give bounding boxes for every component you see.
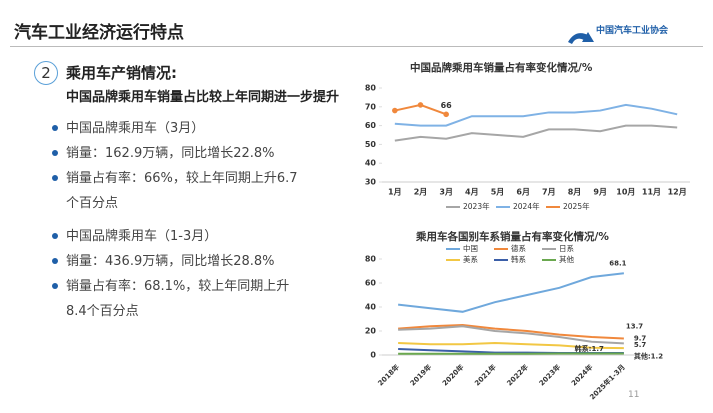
y-tick-label: 0 <box>370 351 376 360</box>
logo-text: 中国汽车工业协会 <box>596 26 669 36</box>
y-tick-label: 80 <box>365 84 377 93</box>
header-rule <box>10 46 703 47</box>
x-tick-label: 2月 <box>414 188 428 197</box>
bullet: 中国品牌乘用车（1-3月） <box>52 224 302 249</box>
x-tick-label: 8月 <box>568 188 582 197</box>
x-tick-label: 3月 <box>439 188 453 197</box>
x-tick-label: 2018年 <box>376 362 401 387</box>
value-label: 其他:1.2 <box>634 352 663 361</box>
value-label: 5.7 <box>634 341 647 349</box>
legend-label: 2024年 <box>513 201 540 211</box>
legend-label: 2025年 <box>563 201 590 211</box>
x-tick-label: 2022年 <box>505 362 530 387</box>
bullet-text: 销量：436.9万辆，同比增长28.8% <box>66 254 275 269</box>
series-line <box>398 341 624 350</box>
x-tick-label: 6月 <box>516 188 530 197</box>
bullet: 销量：436.9万辆，同比增长28.8% <box>52 249 302 274</box>
point <box>443 111 449 118</box>
chart-title: 中国品牌乘用车销量占有率变化情况/% <box>410 61 593 74</box>
section-subtitle: 中国品牌乘用车销量占比较上年同期进一步提升 <box>66 90 340 105</box>
logo-icon <box>568 32 594 44</box>
x-tick-label: 4月 <box>465 188 479 197</box>
bullet: 销量：162.9万辆，同比增长22.8% <box>52 141 302 166</box>
y-tick-label: 40 <box>365 303 377 312</box>
section-title: 乘用车产销情况: <box>66 64 177 82</box>
x-tick-label: 2023年 <box>537 362 562 387</box>
y-tick-label: 40 <box>365 159 377 168</box>
legend-label: 其他 <box>559 254 574 264</box>
y-tick-label: 60 <box>365 121 377 130</box>
legend-label: 中国 <box>463 243 478 253</box>
chart-title: 乘用车各国别车系销量占有率变化情况/% <box>415 230 609 243</box>
header-title: 汽车工业经济运行特点 <box>14 23 184 43</box>
value-label: 13.7 <box>626 323 643 331</box>
x-tick-label: 10月 <box>616 188 635 197</box>
bullet-text: 销量占有率：68.1%，较上年同期上升8.4个百分点 <box>66 279 290 319</box>
x-tick-label: 11月 <box>642 188 661 197</box>
x-tick-label: 7月 <box>542 188 556 197</box>
y-tick-label: 80 <box>365 255 377 264</box>
x-tick-label: 5月 <box>491 188 505 197</box>
x-tick-label: 2020年 <box>440 362 465 387</box>
value-label: 68.1 <box>609 259 626 267</box>
x-tick-label: 2019年 <box>408 362 433 387</box>
bullet-text: 销量：162.9万辆，同比增长22.8% <box>66 146 275 161</box>
x-tick-label: 2024年 <box>569 362 594 387</box>
legend-label: 德系 <box>511 243 526 253</box>
x-tick-label: 2021年 <box>473 362 498 387</box>
x-tick-label: 12月 <box>668 188 687 197</box>
y-tick-label: 30 <box>365 178 377 187</box>
series-line <box>394 124 678 142</box>
value-label: 9.7 <box>634 334 647 342</box>
y-tick-label: 20 <box>365 327 377 336</box>
y-tick-label: 50 <box>365 140 377 149</box>
y-tick-label: 60 <box>365 279 377 288</box>
bullet-text: 中国品牌乘用车（1-3月） <box>66 229 218 244</box>
section-number: 2 <box>34 61 58 85</box>
x-tick-label: 1月 <box>388 188 402 197</box>
point <box>392 107 398 114</box>
bullet-text: 销量占有率：66%，较上年同期上升6.7个百分点 <box>66 171 298 211</box>
bullet: 中国品牌乘用车（3月） <box>52 116 302 141</box>
bullet-text: 中国品牌乘用车（3月） <box>66 121 205 136</box>
legend-label: 美系 <box>463 254 478 264</box>
point <box>417 102 424 108</box>
series-line <box>398 325 624 345</box>
y-tick-label: 70 <box>365 102 377 111</box>
series-line <box>398 272 624 313</box>
bullet: 销量占有率：68.1%，较上年同期上升8.4个百分点 <box>52 274 302 324</box>
value-label: 韩系:1.7 <box>575 344 604 353</box>
legend-label: 2023年 <box>463 201 490 211</box>
legend-label: 日系 <box>559 243 574 253</box>
series-line <box>398 323 624 340</box>
series-line <box>394 103 678 127</box>
page-number: 11 <box>628 390 640 400</box>
bullet: 销量占有率：66%，较上年同期上升6.7个百分点 <box>52 166 302 216</box>
x-tick-label: 9月 <box>593 188 607 197</box>
legend-label: 韩系 <box>511 254 526 264</box>
annotation: 66 <box>441 101 453 110</box>
